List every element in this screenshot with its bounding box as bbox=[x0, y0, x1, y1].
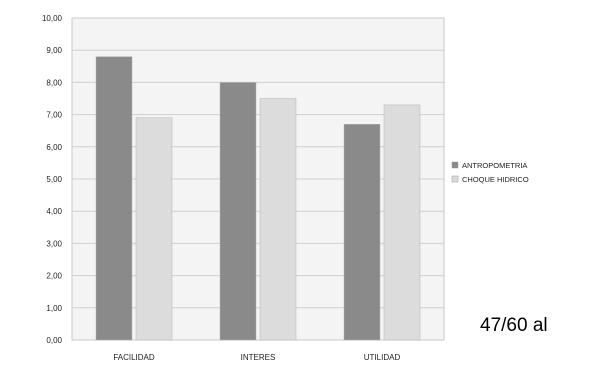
legend: ANTROPOMETRIA CHOQUE HIDRICO bbox=[451, 161, 529, 184]
y-tick-label: 0,00 bbox=[46, 336, 62, 345]
y-tick-label: 2,00 bbox=[46, 272, 62, 281]
y-axis-tick-labels: 0,00 1,00 2,00 3,00 4,00 5,00 6,00 7,00 8,00 9,00… bbox=[42, 14, 63, 345]
legend-swatch bbox=[451, 161, 459, 169]
x-category-label: INTERES bbox=[241, 353, 276, 362]
legend-swatch bbox=[451, 175, 459, 183]
bar bbox=[135, 117, 173, 341]
legend-label: CHOQUE HIDRICO bbox=[462, 175, 529, 184]
legend-label: ANTROPOMETRIA bbox=[462, 161, 527, 170]
bar bbox=[383, 104, 421, 341]
y-tick-label: 4,00 bbox=[46, 207, 62, 216]
bar bbox=[219, 82, 257, 341]
y-tick-label: 5,00 bbox=[46, 175, 62, 184]
bar bbox=[343, 124, 381, 341]
bars bbox=[95, 56, 421, 341]
x-category-label: UTILIDAD bbox=[364, 353, 401, 362]
y-tick-label: 9,00 bbox=[46, 46, 62, 55]
y-tick-label: 3,00 bbox=[46, 239, 62, 248]
x-axis-category-labels: FACILIDAD INTERES UTILIDAD bbox=[113, 353, 400, 362]
bar bbox=[259, 98, 297, 341]
bar bbox=[95, 56, 133, 341]
y-tick-label: 7,00 bbox=[46, 111, 62, 120]
y-tick-label: 10,00 bbox=[42, 14, 63, 23]
y-tick-label: 8,00 bbox=[46, 78, 62, 87]
gridlines bbox=[72, 49, 444, 309]
y-tick-label: 1,00 bbox=[46, 304, 62, 313]
x-category-label: FACILIDAD bbox=[113, 353, 155, 362]
page-number: 47/60 al bbox=[480, 315, 548, 336]
y-tick-label: 6,00 bbox=[46, 143, 62, 152]
